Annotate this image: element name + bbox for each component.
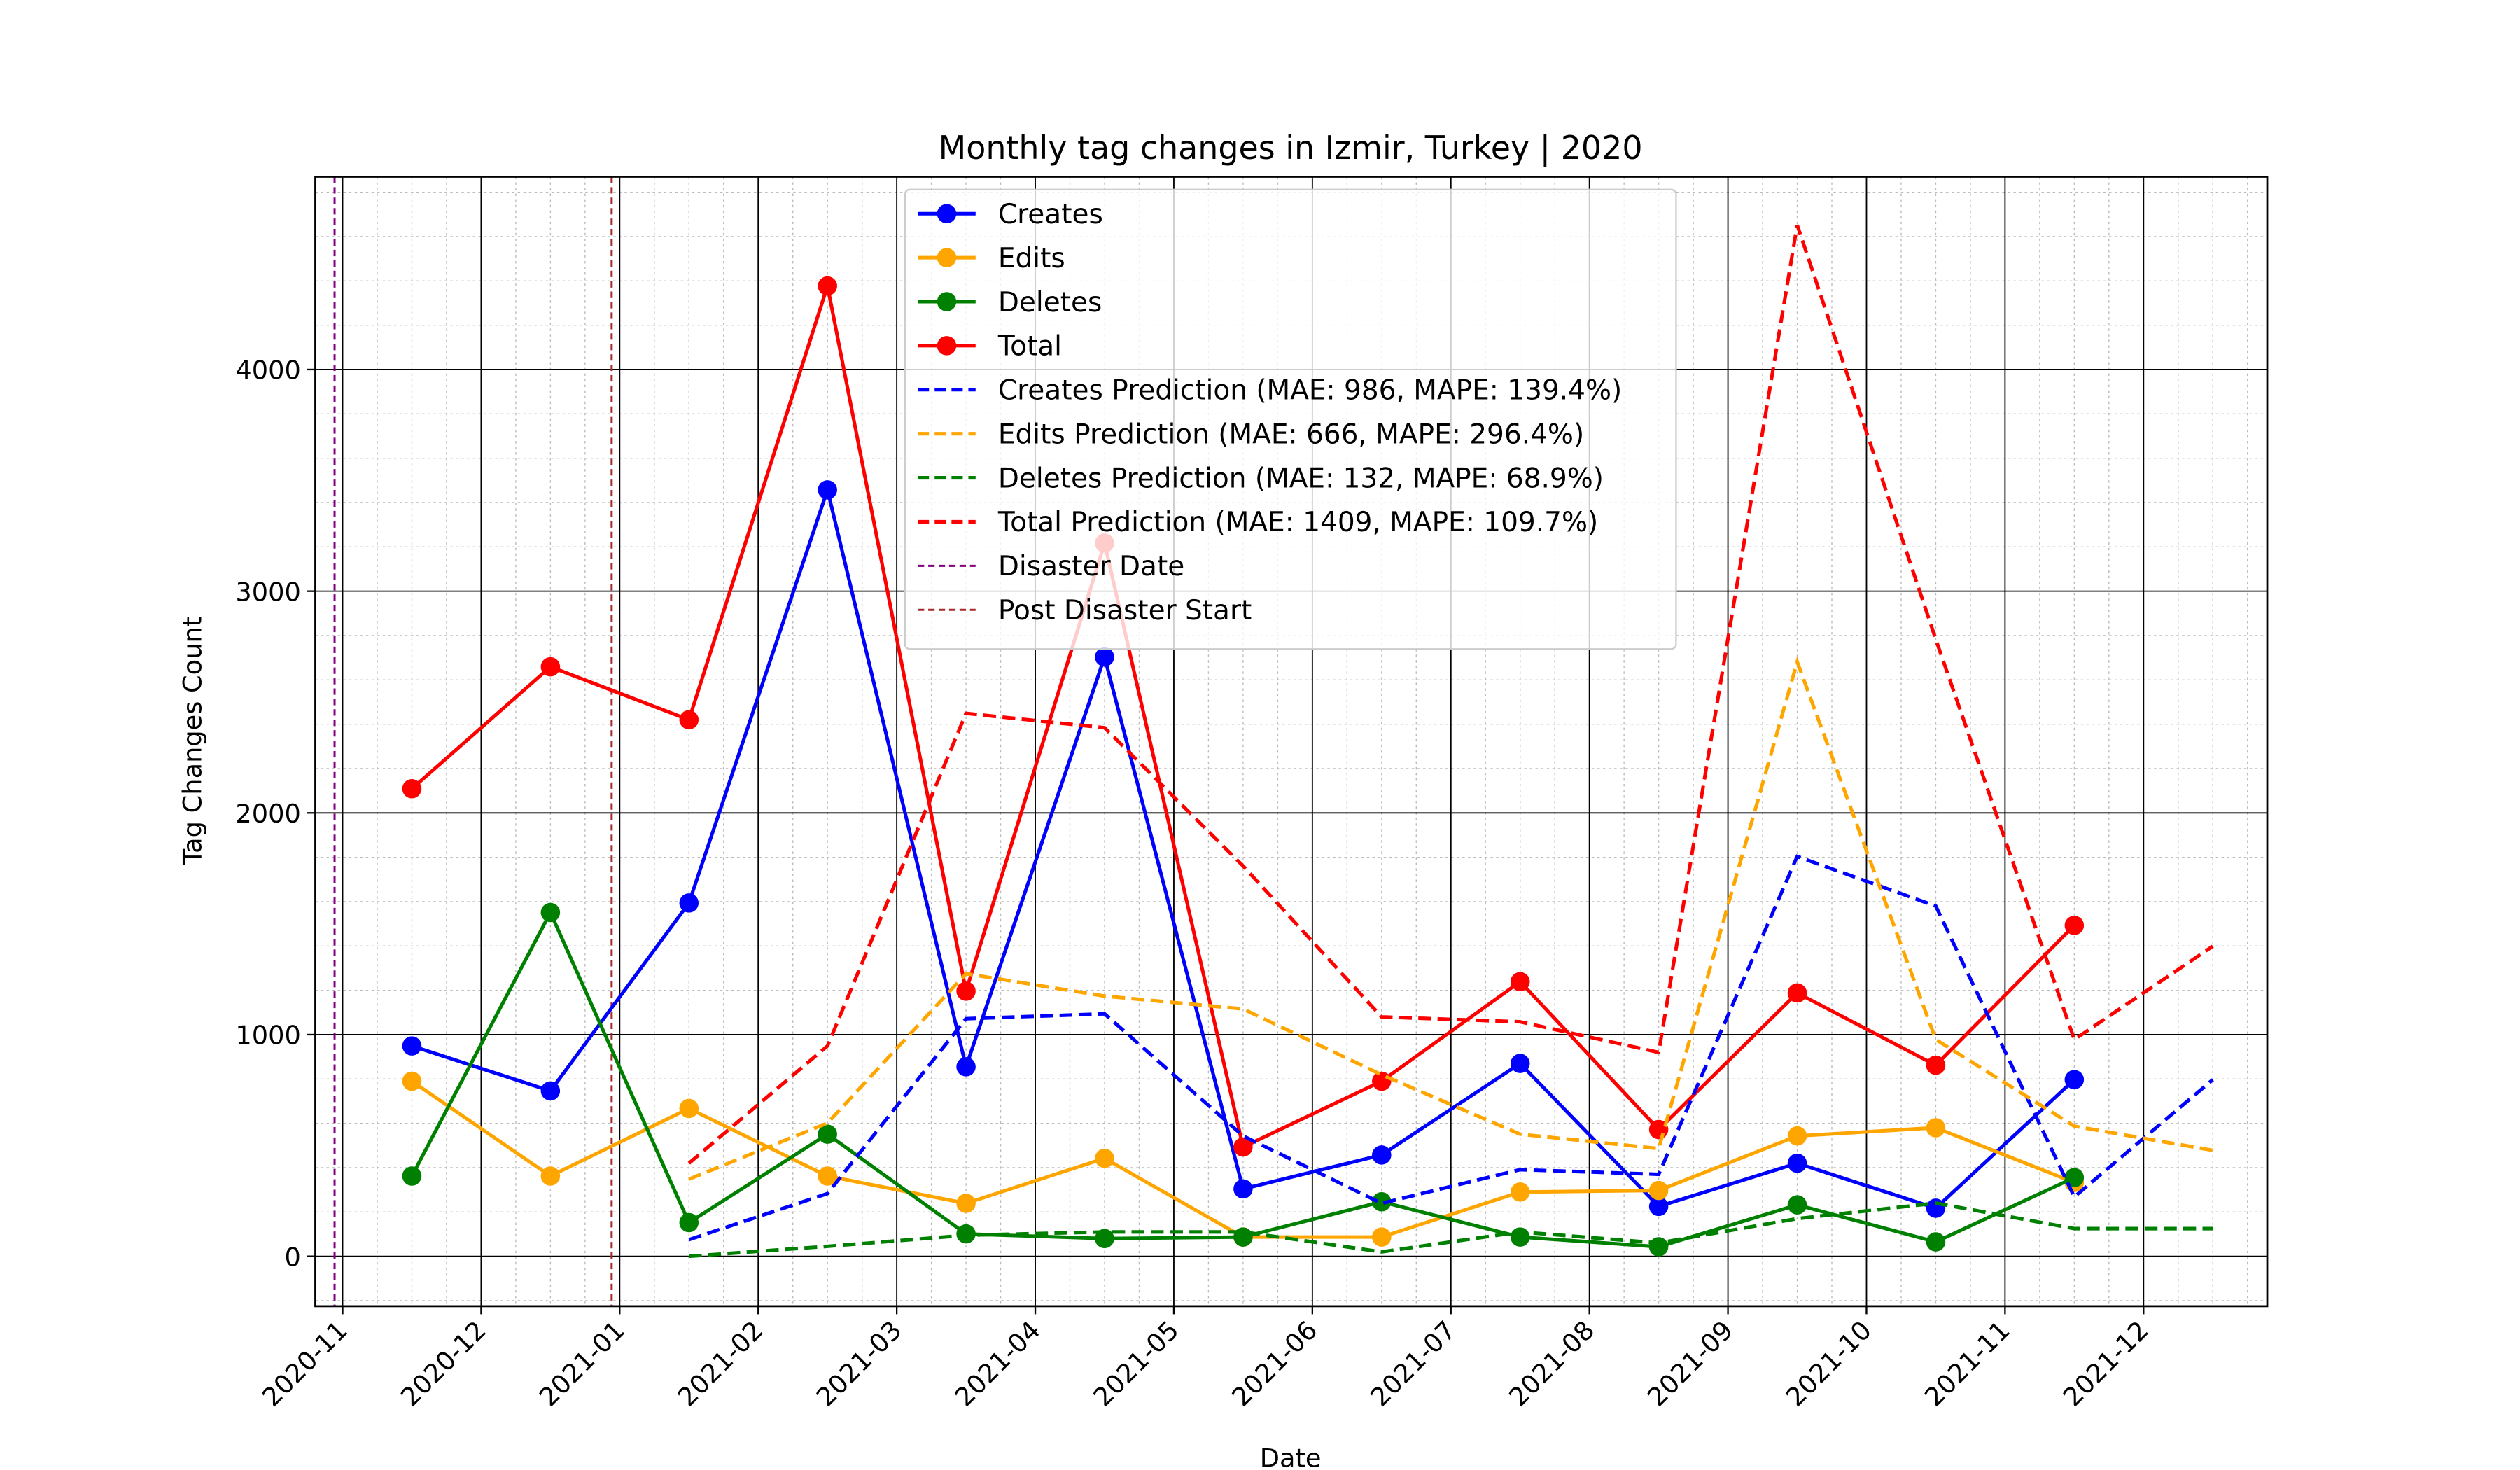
data-point: [402, 1071, 422, 1091]
legend-marker: [937, 204, 957, 224]
data-point: [1095, 647, 1114, 667]
legend-label: Post Disaster Start: [998, 595, 1252, 626]
data-point: [1648, 1196, 1669, 1217]
legend-label: Deletes Prediction (MAE: 132, MAPE: 68.9…: [998, 463, 1604, 494]
data-point: [1787, 983, 1807, 1003]
data-point: [402, 779, 422, 799]
data-point: [818, 480, 837, 500]
data-point: [956, 1194, 976, 1213]
x-axis-label: Date: [1260, 1443, 1322, 1470]
legend-label: Disaster Date: [998, 551, 1184, 582]
data-point: [540, 657, 561, 677]
data-point: [2064, 1070, 2085, 1090]
series-line: [687, 224, 2214, 1165]
data-point: [679, 710, 699, 730]
plot-frame: [314, 176, 2269, 1308]
data-point: [1510, 972, 1530, 992]
data-point: [956, 981, 976, 1001]
legend-label: Deletes: [998, 287, 1102, 318]
data-point: [818, 1166, 837, 1186]
data-point: [1233, 1137, 1253, 1157]
data-point: [818, 1124, 837, 1144]
legend: Creates Edits Deletes Total Creates Predicti…: [904, 188, 1677, 650]
data-point: [956, 1057, 976, 1077]
legend-marker: [937, 292, 957, 312]
data-point: [402, 1166, 422, 1186]
data-point: [540, 1166, 561, 1186]
data-point: [540, 902, 561, 923]
y-axis-label: Tag Changes Count: [178, 617, 208, 865]
data-point: [1787, 1195, 1807, 1214]
legend-marker: [937, 336, 957, 356]
data-point: [679, 1212, 699, 1233]
data-point: [2064, 916, 2085, 935]
data-point: [1372, 1071, 1392, 1091]
data-point: [1926, 1118, 1946, 1138]
data-point: [1648, 1237, 1669, 1256]
legend-label: Total Prediction (MAE: 1409, MAPE: 109.7…: [997, 507, 1598, 538]
y-tick-label: 2000: [235, 799, 300, 829]
legend-label: Creates Prediction (MAE: 986, MAPE: 139.…: [998, 375, 1622, 407]
data-point: [1926, 1055, 1946, 1075]
legend-marker: [937, 248, 957, 267]
data-point: [1372, 1191, 1392, 1212]
data-point: [818, 276, 837, 296]
y-tick-label: 3000: [235, 577, 300, 607]
data-point: [1233, 1179, 1253, 1199]
data-point: [1787, 1126, 1807, 1146]
legend-label: Edits Prediction (MAE: 666, MAPE: 296.4%…: [998, 419, 1584, 450]
data-point: [1787, 1153, 1807, 1173]
data-point: [1510, 1054, 1530, 1073]
series-line: [688, 854, 2214, 1242]
data-point: [1510, 1182, 1530, 1202]
series-line: [689, 1201, 2213, 1259]
data-point: [1372, 1145, 1392, 1165]
data-point: [679, 893, 699, 913]
data-point: [1926, 1232, 1946, 1252]
data-point: [402, 1036, 422, 1056]
y-tick-label: 4000: [235, 356, 300, 386]
legend-label: Total: [997, 331, 1062, 363]
y-tick-label: 1000: [235, 1021, 300, 1051]
data-point: [1095, 1148, 1114, 1168]
plot-area: [333, 176, 2214, 1306]
chart-title: Monthly tag changes in Izmir, Turkey | 2…: [939, 129, 1643, 167]
data-point: [2064, 1168, 2085, 1188]
data-point: [1648, 1180, 1669, 1200]
legend-label: Creates: [998, 199, 1103, 230]
y-tick-label: 0: [284, 1242, 300, 1272]
data-point: [540, 1081, 561, 1101]
legend-label: Edits: [998, 243, 1065, 274]
series-line: [688, 656, 2213, 1181]
data-point: [1372, 1227, 1392, 1247]
data-point: [679, 1098, 699, 1119]
legend-box: [904, 188, 1677, 650]
